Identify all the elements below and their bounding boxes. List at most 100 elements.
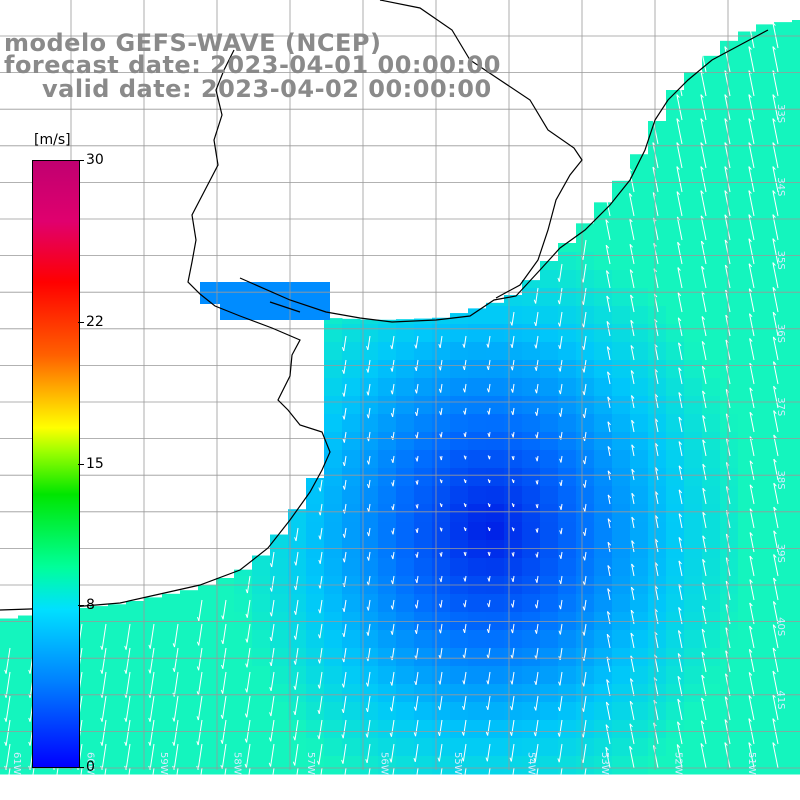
wind-arrow	[653, 722, 659, 745]
field-cell	[504, 342, 523, 361]
wind-arrow-head	[511, 503, 515, 508]
field-cell	[648, 270, 667, 289]
wind-arrow-head	[749, 460, 754, 465]
field-cell	[594, 378, 613, 397]
field-cell	[738, 486, 757, 505]
field-cell	[792, 342, 800, 361]
wind-arrow	[748, 263, 755, 289]
longitude-label: 53W	[599, 752, 610, 775]
latitude-label: 36S	[775, 324, 786, 343]
field-cell	[378, 414, 397, 433]
field-cell	[468, 486, 487, 505]
wind-arrow-head	[245, 589, 248, 594]
wind-arrow	[368, 551, 371, 561]
wind-arrow	[701, 316, 707, 337]
wind-arrow	[629, 723, 635, 745]
field-cell	[630, 216, 649, 235]
wind-arrow-head	[366, 606, 369, 611]
field-cell	[324, 666, 343, 685]
wind-arrow	[677, 317, 683, 337]
field-cell	[630, 486, 649, 505]
wind-arrow	[701, 628, 707, 649]
field-cell	[576, 630, 595, 649]
field-cell	[468, 360, 487, 379]
wind-arrow-head	[196, 716, 199, 721]
field-cell	[576, 288, 595, 307]
field-cell	[738, 252, 757, 271]
wind-arrow-head	[341, 759, 344, 764]
field-cell	[612, 558, 631, 577]
wind-arrow-head	[486, 365, 489, 371]
field-cell	[108, 756, 127, 775]
field-cell	[594, 756, 613, 775]
field-cell	[756, 666, 775, 685]
wind-arrow	[773, 554, 779, 577]
wind-arrow-head	[772, 118, 776, 122]
wind-arrow	[510, 767, 515, 788]
field-cell	[792, 288, 800, 307]
field-cell	[486, 302, 505, 307]
wind-arrow-head	[439, 479, 443, 484]
field-cell	[720, 306, 739, 325]
wind-arrow	[415, 695, 419, 711]
wind-arrow	[559, 311, 563, 327]
field-cell	[756, 684, 775, 703]
wind-arrow-head	[438, 343, 441, 349]
wind-arrow	[536, 383, 539, 394]
wind-arrow	[724, 94, 731, 121]
valid-date: valid date: 2023-04-02 00:00:00	[42, 75, 492, 103]
field-cell	[270, 666, 289, 685]
wind-arrow-head	[148, 669, 151, 674]
field-cell	[540, 630, 559, 649]
field-cell	[612, 684, 631, 703]
wind-arrow	[197, 719, 203, 746]
longitude-label: 60W	[85, 752, 96, 775]
wind-arrow	[416, 599, 419, 609]
wind-arrow-head	[700, 743, 704, 747]
wind-arrow	[390, 767, 395, 788]
field-cell	[774, 738, 793, 757]
wind-arrow	[487, 695, 491, 710]
wind-arrow-head	[701, 341, 706, 345]
field-cell	[180, 594, 199, 613]
field-cell	[522, 504, 541, 523]
field-cell	[684, 522, 703, 541]
latitude-label: 39S	[775, 544, 786, 563]
field-cell	[756, 126, 775, 145]
wind-arrow	[390, 719, 395, 737]
wind-arrow	[724, 742, 731, 769]
wind-arrow-head	[269, 687, 272, 692]
field-cell	[792, 180, 800, 199]
field-cell	[558, 378, 577, 397]
wind-arrow-head	[486, 388, 490, 393]
field-cell	[522, 594, 541, 613]
wind-arrow-head	[558, 605, 562, 610]
field-cell	[0, 756, 19, 775]
field-cell	[540, 306, 559, 325]
field-cell	[774, 378, 793, 397]
wind-arrow-head	[631, 468, 635, 473]
field-cell	[576, 756, 595, 775]
wind-arrow-head	[172, 717, 175, 722]
wind-arrow-head	[582, 368, 585, 373]
wind-arrow-head	[631, 586, 635, 591]
field-cell	[558, 702, 577, 721]
wind-arrow-head	[293, 660, 296, 665]
wind-arrow-head	[535, 457, 538, 462]
wind-arrow-head	[269, 563, 273, 568]
wind-arrow	[463, 719, 467, 736]
field-cell	[450, 702, 469, 721]
field-cell	[360, 360, 379, 379]
wind-arrow	[415, 335, 419, 349]
wind-arrow	[582, 239, 587, 260]
field-cell	[792, 666, 800, 685]
field-cell	[756, 738, 775, 757]
wind-arrow-head	[366, 631, 369, 636]
field-cell	[630, 468, 649, 487]
wind-arrow	[629, 244, 635, 265]
field-cell	[0, 720, 19, 739]
wind-arrow	[701, 697, 707, 721]
field-cell	[18, 702, 37, 721]
wind-arrow-head	[366, 532, 370, 537]
field-cell	[432, 684, 451, 703]
